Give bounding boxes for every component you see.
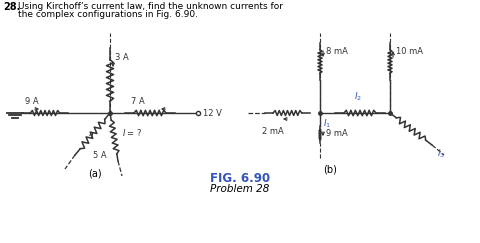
Text: $I=\,?$: $I=\,?$ [122, 127, 142, 138]
Text: 8 mA: 8 mA [326, 47, 348, 57]
Text: Using Kirchoff’s current law, find the unknown currents for: Using Kirchoff’s current law, find the u… [18, 2, 283, 11]
Text: $I_3$: $I_3$ [437, 147, 445, 159]
Text: $I_2$: $I_2$ [354, 90, 362, 103]
Text: the complex configurations in Fig. 6.90.: the complex configurations in Fig. 6.90. [18, 10, 198, 19]
Text: 9 A: 9 A [25, 97, 38, 106]
Text: 3 A: 3 A [115, 53, 129, 62]
Text: (b): (b) [323, 165, 337, 175]
Text: 2 mA: 2 mA [262, 127, 284, 136]
Text: (a): (a) [88, 168, 102, 178]
Text: 7 A: 7 A [131, 97, 145, 106]
Text: Problem 28: Problem 28 [210, 184, 270, 194]
Text: 5 A: 5 A [93, 151, 107, 160]
Text: 28.: 28. [3, 2, 20, 12]
Text: 9 mA: 9 mA [326, 129, 348, 138]
Text: 10 mA: 10 mA [396, 47, 423, 57]
Text: FIG. 6.90: FIG. 6.90 [210, 172, 270, 185]
Text: 12 V: 12 V [203, 109, 222, 118]
Text: $I_1$: $I_1$ [323, 118, 331, 130]
